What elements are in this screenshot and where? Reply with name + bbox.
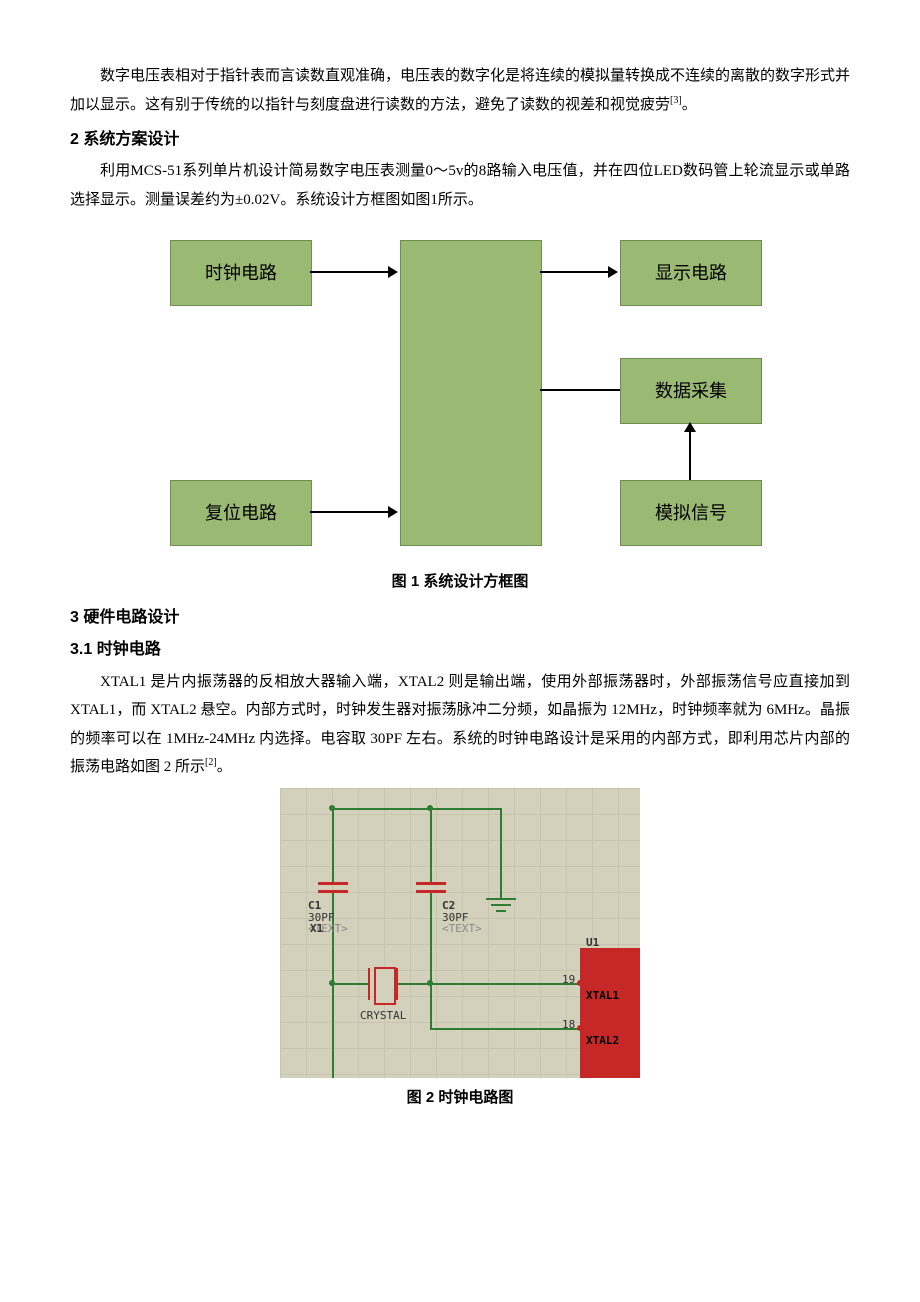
- gnd-3: [496, 910, 506, 912]
- paragraph-1: 数字电压表相对于指针表而言读数直观准确，电压表的数字化是将连续的模拟量转换成不连…: [70, 62, 850, 119]
- ref-2: [2]: [205, 757, 217, 768]
- arrow-clock-mcu: [310, 271, 390, 273]
- pin19-pad: [577, 980, 583, 986]
- heading-2: 2 系统方案设计: [70, 125, 850, 155]
- label-p19: 19: [562, 970, 575, 991]
- wire-c1-tail: [332, 983, 334, 1078]
- arrow-mcu-display-head: [608, 266, 618, 278]
- arrow-analog-daq-head: [684, 422, 696, 432]
- paragraph-2: 利用MCS-51系列单片机设计简易数字电压表测量0～5v的8路输入电压值，并在四…: [70, 157, 850, 214]
- label-crystal: CRYSTAL: [360, 1006, 406, 1027]
- box-display: 显示电路: [620, 240, 762, 306]
- wire-c2-to-18h: [430, 1028, 556, 1030]
- wire-c2-up: [430, 808, 432, 882]
- label-t2: <TEXT>: [442, 919, 482, 940]
- c1-plate-top: [318, 882, 348, 885]
- wire-xtal-l: [332, 983, 370, 985]
- block-diagram: 时钟电路 复位电路 显示电路 数据采集 模拟信号: [110, 222, 810, 562]
- ref-3: [3]: [670, 95, 682, 106]
- box-daq: 数据采集: [620, 358, 762, 424]
- label-p18: 18: [562, 1015, 575, 1036]
- paragraph-3: XTAL1 是片内振荡器的反相放大器输入端，XTAL2 则是输出端，使用外部振荡…: [70, 668, 850, 782]
- label-u1: U1: [586, 933, 599, 954]
- box-daq-label: 数据采集: [655, 374, 727, 408]
- heading-3-1: 3.1 时钟电路: [70, 635, 850, 665]
- box-reset-label: 复位电路: [205, 496, 277, 530]
- label-xtal2: XTAL2: [586, 1031, 619, 1052]
- arrow-analog-daq: [689, 432, 691, 480]
- label-x1: X1: [310, 919, 323, 940]
- para3-text: XTAL1 是片内振荡器的反相放大器输入端，XTAL2 则是输出端，使用外部振荡…: [70, 674, 850, 776]
- wire-top: [332, 808, 502, 810]
- clock-circuit: C1 30PF <TEXT> X1 C2 30PF <TEXT> CRYSTAL…: [280, 788, 640, 1078]
- para3-end: 。: [217, 759, 232, 775]
- wire-gnd-v: [500, 808, 502, 898]
- gnd-2: [491, 904, 511, 906]
- heading-3: 3 硬件电路设计: [70, 603, 850, 633]
- node-top-1: [329, 805, 335, 811]
- node-top-2: [427, 805, 433, 811]
- xtal-lbar: [368, 968, 370, 1000]
- label-xtal1: XTAL1: [586, 986, 619, 1007]
- box-display-label: 显示电路: [655, 256, 727, 290]
- arrow-mcu-display: [540, 271, 610, 273]
- wire-c1-up: [332, 808, 334, 882]
- box-reset: 复位电路: [170, 480, 312, 546]
- u1-edge: [580, 948, 640, 1078]
- crystal-body: [374, 967, 396, 1005]
- box-analog-label: 模拟信号: [655, 496, 727, 530]
- para1-text: 数字电压表相对于指针表而言读数直观准确，电压表的数字化是将连续的模拟量转换成不连…: [70, 68, 850, 113]
- wire-c2-down: [430, 893, 432, 1028]
- para1-end: 。: [682, 97, 697, 113]
- wire-c1-to-19h: [430, 983, 556, 985]
- pin18-pad: [577, 1025, 583, 1031]
- arrow-clock-mcu-head: [388, 266, 398, 278]
- arrow-reset-mcu-head: [388, 506, 398, 518]
- arrow-reset-mcu: [310, 511, 390, 513]
- box-clock: 时钟电路: [170, 240, 312, 306]
- line-mcu-daq: [540, 389, 620, 391]
- box-analog: 模拟信号: [620, 480, 762, 546]
- caption-2: 图 2 时钟电路图: [70, 1084, 850, 1113]
- caption-1: 图 1 系统设计方框图: [70, 568, 850, 597]
- box-clock-label: 时钟电路: [205, 256, 277, 290]
- c2-plate-top: [416, 882, 446, 885]
- gnd-1: [486, 898, 516, 900]
- box-mcu: [400, 240, 542, 546]
